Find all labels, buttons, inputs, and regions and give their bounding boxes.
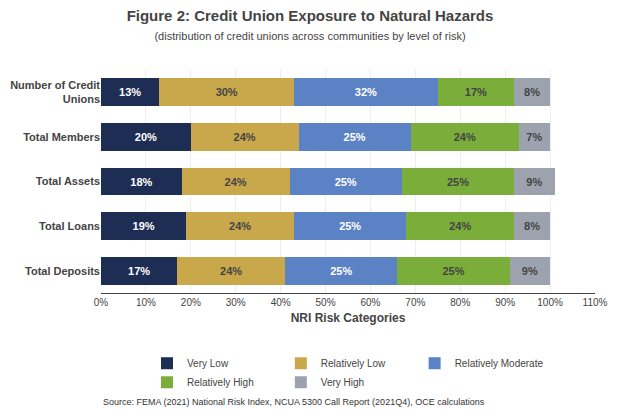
svg-text:19%: 19% — [133, 220, 155, 232]
svg-text:25%: 25% — [447, 176, 469, 188]
svg-text:9%: 9% — [526, 176, 542, 188]
svg-text:Very Low: Very Low — [187, 358, 229, 369]
svg-text:30%: 30% — [216, 86, 238, 98]
svg-text:32%: 32% — [355, 86, 377, 98]
svg-text:25%: 25% — [335, 176, 357, 188]
svg-text:25%: 25% — [442, 265, 464, 277]
svg-text:Total Assets: Total Assets — [36, 175, 100, 187]
svg-text:13%: 13% — [119, 86, 141, 98]
svg-text:24%: 24% — [229, 220, 251, 232]
svg-text:60%: 60% — [360, 297, 380, 308]
svg-text:24%: 24% — [449, 220, 471, 232]
svg-text:25%: 25% — [339, 220, 361, 232]
svg-text:8%: 8% — [524, 86, 540, 98]
svg-text:Total Members: Total Members — [23, 131, 100, 143]
svg-text:Source: FEMA (2021) National R: Source: FEMA (2021) National Risk Index,… — [103, 397, 485, 407]
svg-text:110%: 110% — [583, 297, 608, 308]
svg-text:40%: 40% — [271, 297, 291, 308]
svg-text:7%: 7% — [526, 131, 542, 143]
svg-text:17%: 17% — [128, 265, 150, 277]
svg-text:90%: 90% — [495, 297, 515, 308]
svg-text:24%: 24% — [220, 265, 242, 277]
svg-text:Total Deposits: Total Deposits — [25, 265, 100, 277]
svg-text:Relatively Low: Relatively Low — [321, 358, 386, 369]
svg-text:17%: 17% — [465, 86, 487, 98]
svg-text:Total Loans: Total Loans — [39, 220, 100, 232]
svg-text:100%: 100% — [537, 297, 563, 308]
svg-text:70%: 70% — [405, 297, 425, 308]
svg-text:8%: 8% — [524, 220, 540, 232]
svg-text:Relatively Moderate: Relatively Moderate — [455, 358, 544, 369]
svg-text:Figure 2: Credit Union Exposur: Figure 2: Credit Union Exposure to Natur… — [127, 7, 494, 43]
svg-text:80%: 80% — [450, 297, 470, 308]
svg-text:9%: 9% — [522, 265, 538, 277]
svg-text:10%: 10% — [136, 297, 156, 308]
svg-text:25%: 25% — [330, 265, 352, 277]
svg-text:24%: 24% — [454, 131, 476, 143]
svg-text:50%: 50% — [316, 297, 336, 308]
svg-text:Relatively High: Relatively High — [187, 377, 254, 388]
svg-text:Number of CreditUnions: Number of CreditUnions — [10, 79, 100, 105]
svg-text:18%: 18% — [130, 176, 152, 188]
svg-text:24%: 24% — [225, 176, 247, 188]
svg-text:20%: 20% — [181, 297, 201, 308]
svg-text:25%: 25% — [344, 131, 366, 143]
svg-text:0%: 0% — [94, 297, 109, 308]
svg-text:30%: 30% — [226, 297, 246, 308]
svg-text:20%: 20% — [135, 131, 157, 143]
svg-text:24%: 24% — [234, 131, 256, 143]
svg-text:NRI Risk Categories: NRI Risk Categories — [291, 311, 406, 325]
svg-text:Very High: Very High — [321, 377, 364, 388]
